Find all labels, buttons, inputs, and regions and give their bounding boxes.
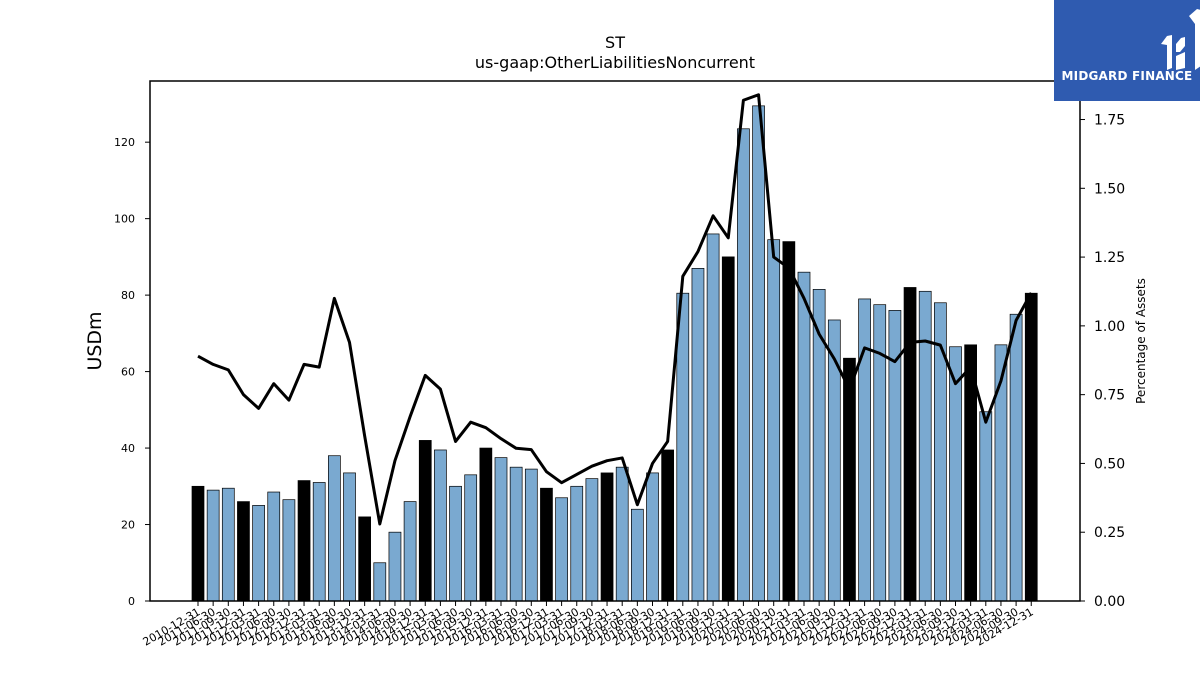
bar bbox=[509, 466, 523, 602]
bar bbox=[903, 287, 917, 602]
bar bbox=[252, 505, 265, 602]
bars-group bbox=[191, 105, 1038, 602]
bar bbox=[494, 457, 508, 602]
y-tick-label: 20 bbox=[121, 519, 135, 532]
bar bbox=[979, 411, 993, 602]
y-tick-label: 80 bbox=[121, 289, 135, 302]
y2-tick-label: 1.25 bbox=[1094, 250, 1125, 266]
logo-mark-icon bbox=[1161, 9, 1200, 70]
y2-tick-label: 1.50 bbox=[1094, 181, 1125, 197]
percentage-line bbox=[197, 93, 1033, 526]
bar bbox=[615, 466, 629, 602]
bar bbox=[661, 449, 675, 602]
y2-axis: 0.00 0.25 0.50 0.75 1.00 1.25 1.50 1.75 bbox=[1080, 113, 1125, 610]
y2-tick-label: 0.25 bbox=[1094, 525, 1125, 541]
y-tick-label: 40 bbox=[121, 442, 135, 455]
bar bbox=[1009, 313, 1023, 602]
plot-frame bbox=[149, 80, 1081, 602]
y2-tick-label: 1.00 bbox=[1094, 319, 1125, 335]
bar bbox=[449, 485, 462, 602]
bar bbox=[524, 468, 538, 602]
bar bbox=[721, 256, 735, 602]
bar bbox=[343, 472, 356, 602]
bar bbox=[676, 292, 690, 602]
bar bbox=[237, 501, 250, 602]
bar bbox=[691, 268, 705, 602]
bar bbox=[782, 241, 796, 602]
bar bbox=[555, 497, 568, 602]
bar bbox=[585, 478, 599, 602]
bar bbox=[206, 489, 220, 602]
bar bbox=[221, 487, 235, 602]
bar bbox=[297, 480, 311, 602]
y2-axis-label: Percentage of Assets bbox=[1134, 278, 1148, 404]
bar bbox=[434, 449, 447, 602]
bar bbox=[191, 485, 205, 602]
y-tick-label: 60 bbox=[121, 366, 135, 379]
line-group bbox=[197, 93, 1033, 526]
bar bbox=[843, 357, 856, 602]
bar bbox=[388, 531, 402, 602]
bar bbox=[464, 474, 478, 602]
y-tick-label: 0 bbox=[128, 595, 135, 608]
bar bbox=[570, 485, 584, 602]
bar bbox=[706, 233, 720, 602]
y2-tick-label: 1.75 bbox=[1094, 113, 1125, 129]
bar bbox=[540, 487, 553, 602]
x-axis: 2010-12-312011-06-302011-09-302011-12-31… bbox=[141, 601, 1036, 649]
y2-tick-label: 0.75 bbox=[1094, 388, 1125, 404]
bar bbox=[646, 472, 659, 602]
bar bbox=[600, 472, 614, 602]
bar bbox=[312, 482, 326, 602]
bar bbox=[918, 290, 932, 602]
y-tick-label: 100 bbox=[114, 213, 135, 226]
bar bbox=[418, 440, 432, 602]
midgard-finance-logo: MIDGARD FINANCE bbox=[1054, 0, 1200, 101]
bar bbox=[737, 128, 750, 602]
bar bbox=[282, 499, 296, 602]
y-axis-label: USDm bbox=[84, 311, 106, 370]
bar bbox=[873, 304, 887, 602]
y2-tick-label: 0.00 bbox=[1094, 594, 1125, 610]
bar bbox=[630, 508, 644, 602]
chart-subtitle: us-gaap:OtherLiabilitiesNoncurrent bbox=[475, 53, 755, 72]
bar bbox=[328, 455, 341, 602]
logo-text: MIDGARD FINANCE bbox=[1061, 69, 1193, 83]
bar bbox=[403, 501, 417, 602]
y-axis: 0 20 40 60 80 100 120 bbox=[114, 136, 150, 608]
chart-title: ST bbox=[605, 33, 625, 52]
bar bbox=[373, 562, 387, 602]
bar bbox=[858, 298, 871, 602]
bar bbox=[752, 105, 765, 602]
bar bbox=[767, 239, 781, 602]
bar bbox=[267, 491, 281, 602]
bar bbox=[358, 516, 371, 602]
bar bbox=[479, 447, 493, 602]
y2-tick-label: 0.50 bbox=[1094, 456, 1125, 472]
bar bbox=[1024, 292, 1038, 602]
bar bbox=[797, 271, 811, 602]
y-tick-label: 120 bbox=[114, 136, 135, 149]
